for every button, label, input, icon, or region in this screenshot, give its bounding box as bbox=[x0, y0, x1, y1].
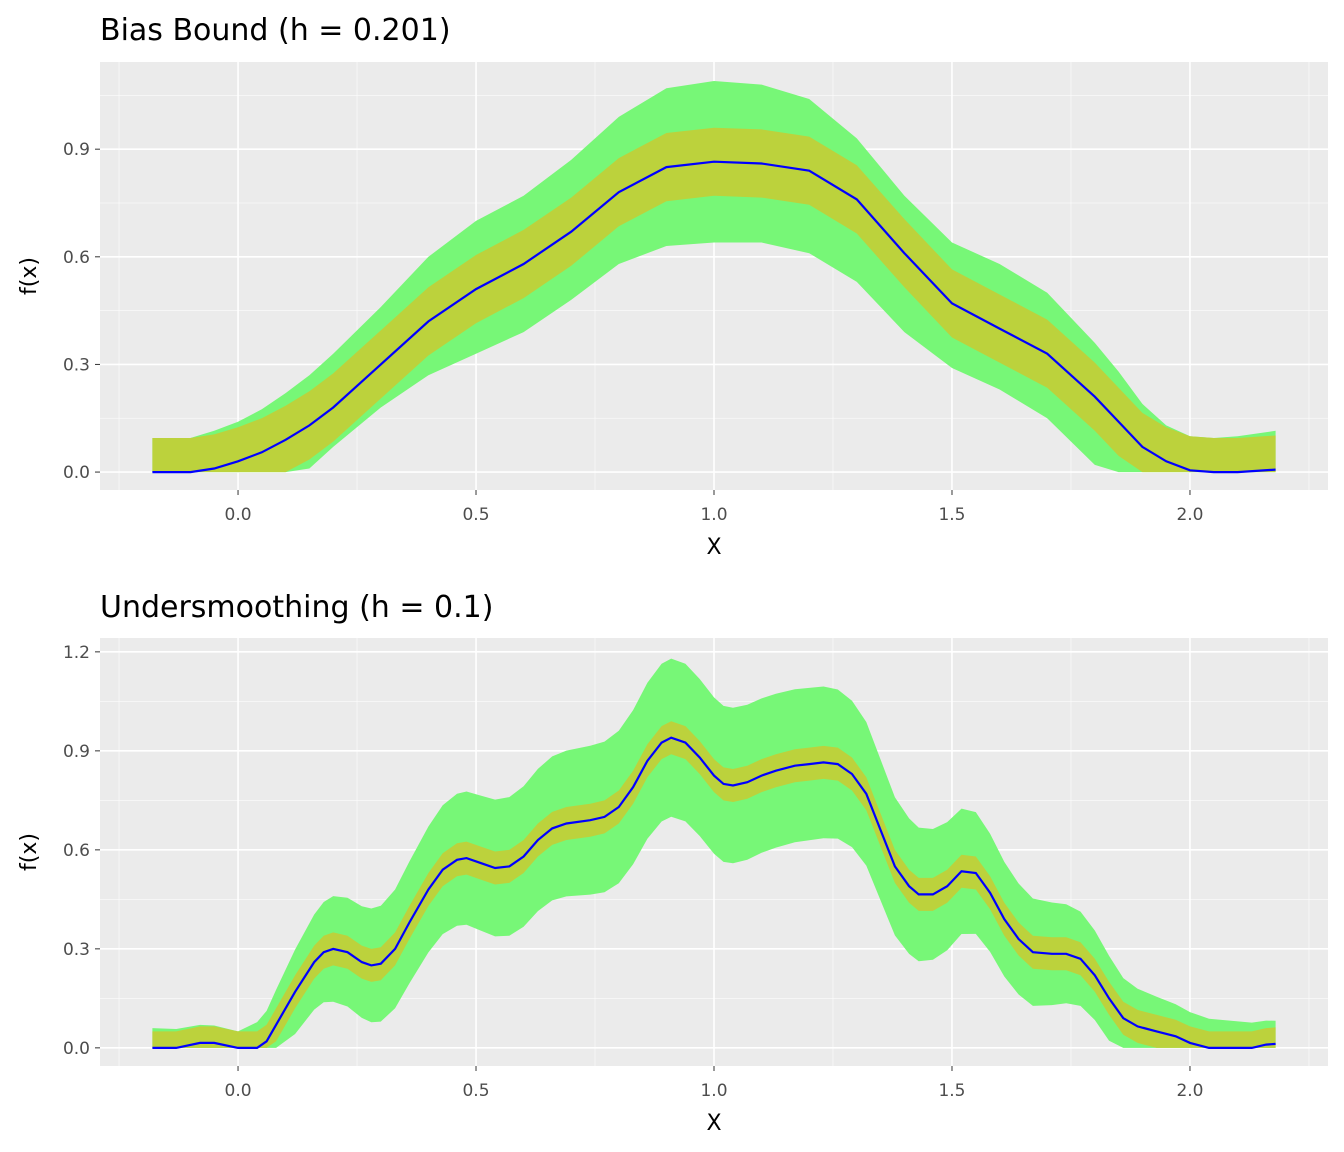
x-tick-label: 2.0 bbox=[1176, 1081, 1203, 1101]
estimate-line bbox=[152, 160, 1276, 474]
inner-confidence-band bbox=[152, 127, 1276, 473]
panel-1: Bias Bound (h = 0.201) 0.0 0.3 0.6 0.9 0.0 0.5… bbox=[17, 13, 1328, 560]
y-tick-label: 1.2 bbox=[63, 643, 90, 663]
x-axis-label: X bbox=[706, 535, 721, 560]
x-tick-label: 1.5 bbox=[938, 1081, 965, 1101]
estimate-line bbox=[152, 736, 1276, 1049]
y-tick-label: 0.6 bbox=[63, 841, 90, 861]
inner-confidence-band bbox=[152, 721, 1276, 1048]
y-axis-label: f(x) bbox=[17, 833, 42, 871]
x-tick-label: 1.5 bbox=[938, 505, 965, 525]
y-tick-label: 0.3 bbox=[63, 355, 90, 375]
chart-title: Bias Bound (h = 0.201) bbox=[100, 13, 451, 48]
y-axis-label: f(x) bbox=[17, 257, 42, 295]
x-tick-label: 1.0 bbox=[700, 1081, 727, 1101]
outer-confidence-band bbox=[152, 658, 1276, 1048]
x-tick-label: 0.5 bbox=[462, 1081, 489, 1101]
x-tick-label: 0.0 bbox=[225, 1081, 252, 1101]
x-tick-label: 0.0 bbox=[225, 505, 252, 525]
y-tick-label: 0.3 bbox=[63, 940, 90, 960]
y-tick-label: 0.6 bbox=[63, 248, 90, 268]
x-axis-label: X bbox=[706, 1111, 721, 1136]
chart-title: Undersmoothing (h = 0.1) bbox=[100, 590, 493, 625]
y-tick-label: 0.0 bbox=[63, 463, 90, 483]
panel-2: Undersmoothing (h = 0.1) 0.0 0.3 0.6 0.9 1.2 0… bbox=[17, 590, 1328, 1136]
x-tick-label: 2.0 bbox=[1176, 505, 1203, 525]
y-tick-label: 0.0 bbox=[63, 1039, 90, 1059]
x-tick-label: 0.5 bbox=[462, 505, 489, 525]
outer-confidence-band bbox=[152, 81, 1276, 473]
y-tick-label: 0.9 bbox=[63, 140, 90, 160]
x-tick-label: 1.0 bbox=[700, 505, 727, 525]
y-tick-label: 0.9 bbox=[63, 742, 90, 762]
